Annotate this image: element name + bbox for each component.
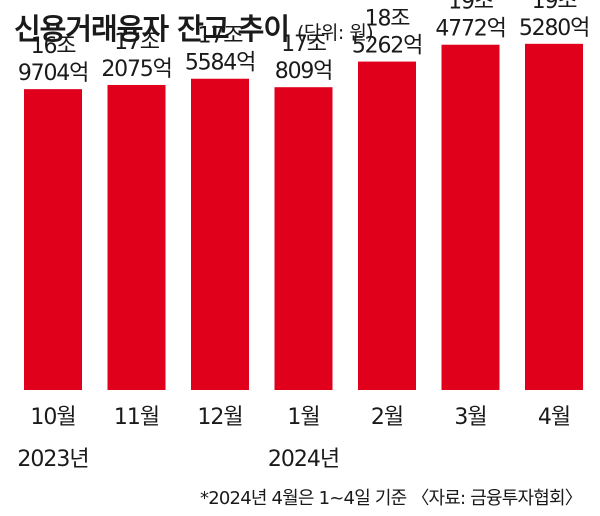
x-tick-label-month: 4월 bbox=[538, 405, 570, 430]
bar-value-label-eok: 5584억 bbox=[185, 51, 255, 76]
x-tick-label-month: 1월 bbox=[287, 405, 319, 430]
footnote: *2024년 4월은 1~4일 기준 〈자료: 금융투자협회〉 bbox=[200, 488, 583, 509]
bar-value-label-eok: 809억 bbox=[275, 59, 332, 84]
bar-1월 bbox=[274, 87, 333, 391]
bar-value-label-jo: 17조 bbox=[198, 24, 244, 49]
x-tick-label-month: 3월 bbox=[454, 405, 486, 430]
title-row: 신용거래융자 잔고 추이 (단위: 원) bbox=[14, 6, 374, 48]
bar-value-label-eok: 9704억 bbox=[18, 61, 88, 86]
x-tick-label-month: 10월 bbox=[30, 405, 75, 430]
bar-value-label-jo: 17조 bbox=[281, 32, 327, 57]
x-tick-label-year: 2023년 bbox=[17, 447, 88, 472]
x-tick-label-month: 12월 bbox=[197, 405, 242, 430]
bar-value-label-jo: 18조 bbox=[365, 7, 411, 32]
bar-value-label-jo: 16조 bbox=[31, 34, 77, 59]
unit-note: (단위: 원) bbox=[297, 22, 374, 44]
bar-value-label-eok: 5262억 bbox=[352, 34, 422, 59]
chart-title: 신용거래융자 잔고 추이 bbox=[14, 12, 290, 46]
bar-10월 bbox=[24, 89, 82, 390]
x-tick-label-month: 11월 bbox=[114, 405, 159, 430]
x-tick-label-year: 2024년 bbox=[268, 447, 339, 472]
bar-value-label-eok: 5280억 bbox=[519, 16, 589, 41]
bar-value-label-eok: 2075억 bbox=[101, 57, 171, 82]
bar-value-label-jo: 19조 bbox=[532, 0, 578, 14]
bar-2월 bbox=[358, 61, 416, 391]
bar-12월 bbox=[191, 78, 249, 390]
bar-value-label-jo: 17조 bbox=[114, 30, 160, 55]
bar-11월 bbox=[107, 84, 166, 391]
bar-value-label-jo: 19조 bbox=[448, 0, 494, 15]
bar-value-label-eok: 4772억 bbox=[435, 17, 505, 42]
bar-4월 bbox=[525, 43, 583, 391]
x-tick-label-month: 2월 bbox=[371, 405, 403, 430]
bar-3월 bbox=[441, 44, 500, 391]
